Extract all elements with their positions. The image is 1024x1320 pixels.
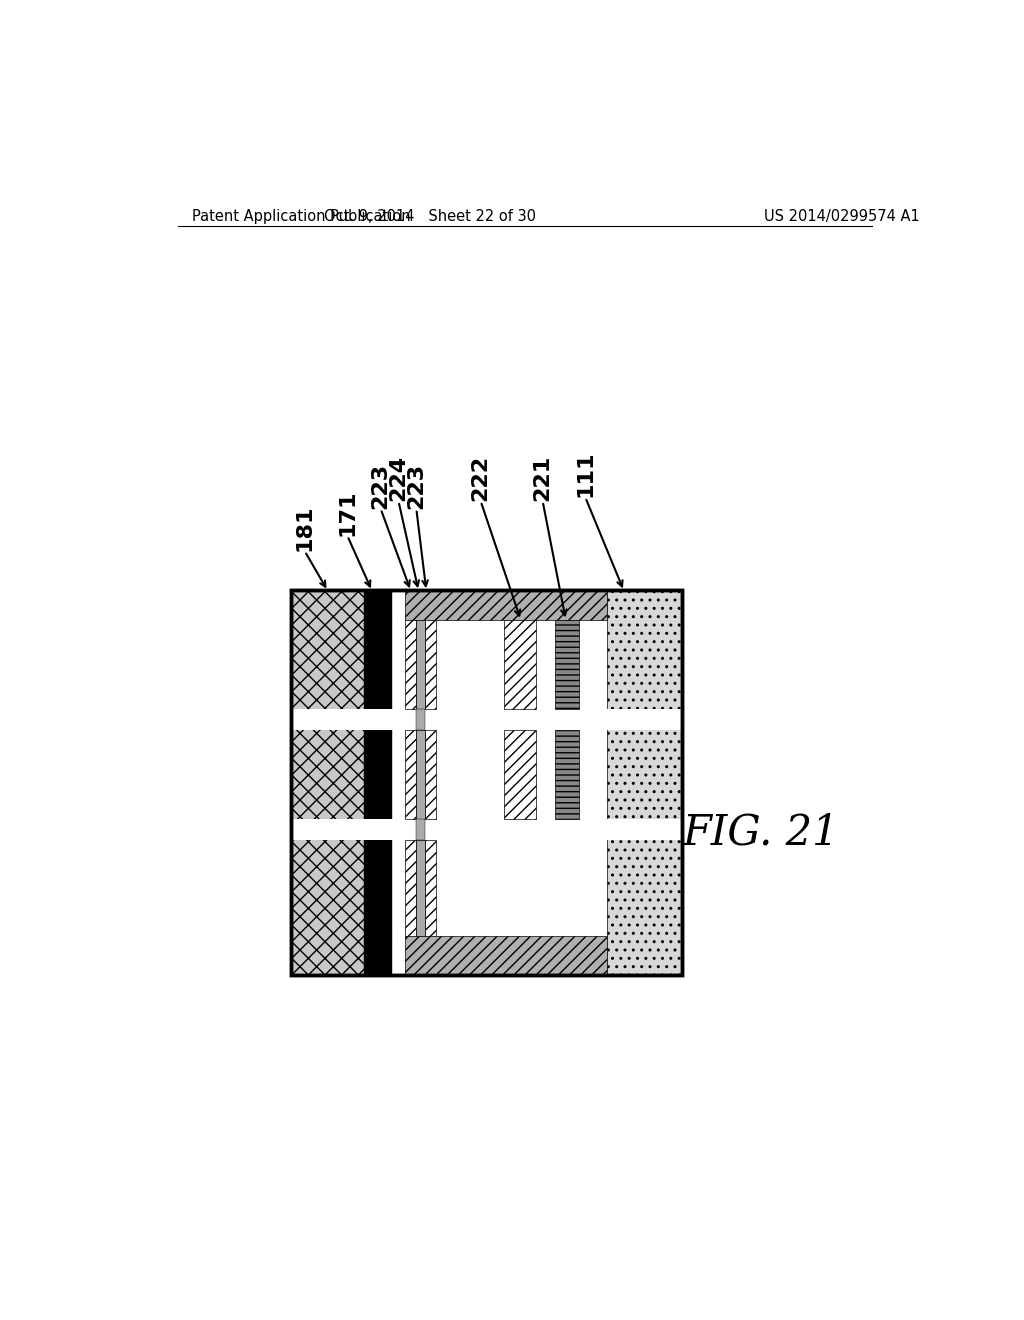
- Bar: [291, 818, 365, 840]
- Text: 222: 222: [471, 455, 490, 502]
- Bar: [425, 620, 435, 709]
- Bar: [404, 840, 416, 936]
- Bar: [607, 590, 682, 974]
- Text: FIG. 21: FIG. 21: [682, 812, 839, 853]
- Bar: [404, 590, 607, 620]
- Text: 223: 223: [407, 462, 426, 508]
- Text: 181: 181: [295, 504, 314, 552]
- Bar: [365, 590, 391, 620]
- Bar: [607, 709, 682, 730]
- Bar: [365, 730, 391, 818]
- Bar: [416, 818, 425, 840]
- Bar: [416, 709, 425, 730]
- Bar: [435, 620, 607, 936]
- Bar: [404, 936, 607, 974]
- Bar: [365, 936, 391, 974]
- Bar: [291, 590, 682, 974]
- Bar: [291, 590, 365, 974]
- Text: 221: 221: [532, 455, 553, 502]
- Bar: [555, 620, 579, 709]
- Bar: [404, 620, 416, 709]
- Text: 224: 224: [388, 455, 409, 502]
- Text: Oct. 9, 2014   Sheet 22 of 30: Oct. 9, 2014 Sheet 22 of 30: [325, 209, 537, 223]
- Text: US 2014/0299574 A1: US 2014/0299574 A1: [764, 209, 920, 223]
- Bar: [291, 590, 682, 974]
- Bar: [365, 818, 391, 840]
- Bar: [425, 840, 435, 936]
- Bar: [365, 620, 391, 709]
- Bar: [416, 620, 425, 709]
- Bar: [291, 709, 365, 730]
- Bar: [416, 840, 425, 936]
- Bar: [365, 840, 391, 936]
- Text: 171: 171: [337, 490, 357, 536]
- Bar: [365, 709, 391, 730]
- Bar: [416, 730, 425, 818]
- Bar: [425, 730, 435, 818]
- Bar: [555, 730, 579, 818]
- Bar: [504, 620, 537, 709]
- Bar: [504, 730, 537, 818]
- Text: Patent Application Publication: Patent Application Publication: [191, 209, 411, 223]
- Text: 111: 111: [575, 450, 595, 498]
- Text: 223: 223: [371, 462, 390, 508]
- Bar: [607, 818, 682, 840]
- Bar: [404, 730, 416, 818]
- Bar: [291, 590, 682, 974]
